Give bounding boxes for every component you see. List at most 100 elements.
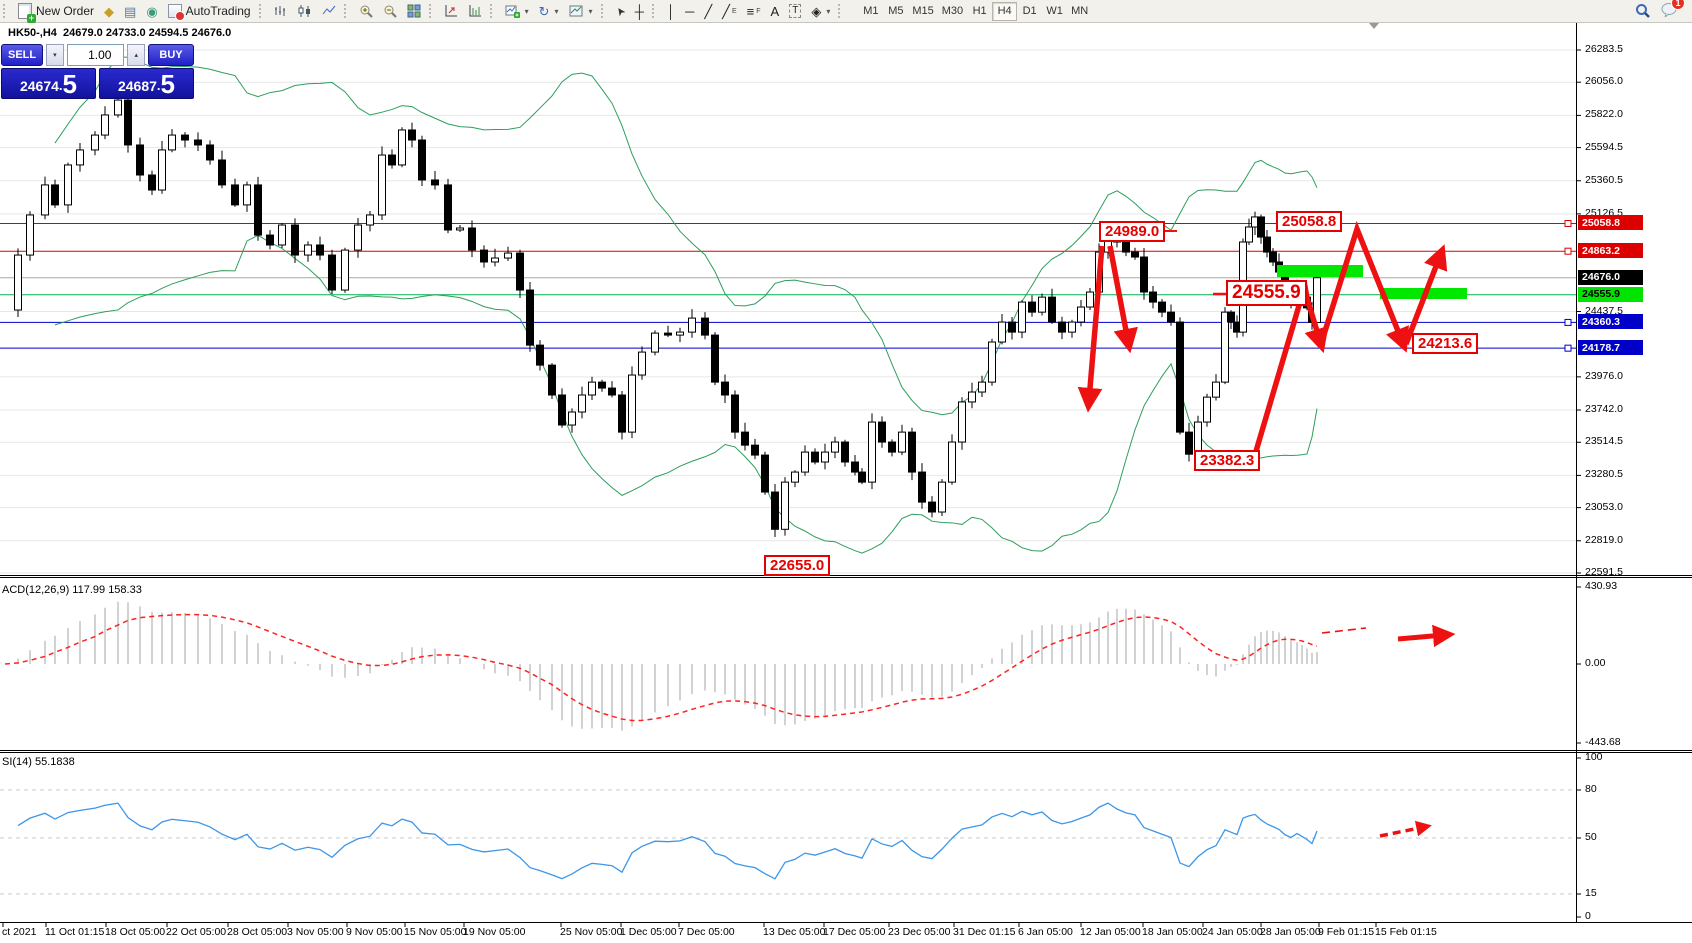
timeframe-m1[interactable]: M1: [858, 2, 883, 21]
new-order-label: New Order: [36, 4, 95, 18]
time-axis-label: ct 2021: [2, 926, 37, 938]
zoom-in-button[interactable]: [354, 1, 378, 21]
auto-arrange-icon: [445, 5, 457, 17]
price-axis-label: 24437.5: [1585, 304, 1623, 317]
new-chart-icon: [505, 5, 520, 18]
price-axis-label: 23742.0: [1585, 403, 1623, 416]
macd-axis-label: -443.68: [1585, 736, 1621, 748]
crosshair-tool-button[interactable]: ┼: [630, 1, 649, 21]
price-annotation: 24989.0: [1099, 221, 1166, 243]
zoom-out-icon: [384, 5, 397, 18]
print-button[interactable]: ▤: [119, 1, 141, 21]
timeframe-h4[interactable]: H4: [992, 1, 1018, 21]
shapes-tool-button[interactable]: ◈ ▾: [806, 1, 835, 21]
time-axis-label: 12 Jan 05:00: [1080, 926, 1141, 938]
symbol-ohlc: HK50-,H4 24679.0 24733.0 24594.5 24676.0: [8, 27, 232, 39]
buy-price-frac: 5: [160, 69, 176, 99]
cursor-icon: ➤: [613, 3, 629, 18]
cursor-tool-button[interactable]: ➤: [611, 1, 630, 21]
autotrading-button[interactable]: AutoTrading: [163, 1, 256, 21]
price-axis-label: 25822.0: [1585, 108, 1623, 121]
profiles-button[interactable]: ↻ ▾: [534, 1, 564, 21]
crosshair-icon: ┼: [634, 3, 644, 19]
channel-sub-label: E: [731, 7, 737, 15]
buy-price[interactable]: 24687. 5: [99, 68, 194, 99]
timeframe-d1[interactable]: D1: [1017, 2, 1042, 21]
bar-chart-button[interactable]: [269, 1, 293, 21]
volume-input[interactable]: [66, 44, 125, 66]
toolbar-grip[interactable]: [838, 4, 844, 18]
time-axis-label: 25 Nov 05:00: [560, 926, 623, 938]
tile-windows-button[interactable]: [402, 1, 426, 21]
channel-tool-button[interactable]: ╱ E: [717, 1, 742, 21]
volume-decrease-button[interactable]: ▾: [46, 44, 64, 66]
toolbar-grip[interactable]: [600, 4, 607, 18]
volume-increase-button[interactable]: ▴: [127, 44, 145, 66]
dropdown-arrow-icon: ▾: [524, 6, 529, 16]
horizontal-line-tool-button[interactable]: ─: [680, 1, 699, 21]
notifications-button[interactable]: 1: [1661, 0, 1685, 20]
price-annotation: 24213.6: [1412, 333, 1479, 355]
sell-price[interactable]: 24674. 5: [1, 68, 96, 99]
fibonacci-tool-button[interactable]: ≡ F: [742, 1, 766, 21]
grid-arrange-button[interactable]: [463, 1, 487, 21]
trendline-icon: ╱: [704, 3, 713, 19]
data-window-icon: ◉: [146, 3, 158, 19]
new-order-button[interactable]: + New Order: [13, 1, 99, 23]
search-icon[interactable]: [1635, 3, 1651, 19]
tile-windows-icon: [407, 4, 421, 18]
auto-arrange-button[interactable]: [439, 1, 463, 21]
price-annotation: 23382.3: [1194, 450, 1261, 472]
cycle-icon: ↻: [538, 3, 550, 19]
print-icon: ▤: [124, 3, 137, 19]
time-axis-label: 7 Dec 05:00: [678, 926, 735, 938]
data-window-button[interactable]: ◉: [141, 1, 162, 21]
buy-price-int: 24687: [117, 78, 157, 94]
time-axis-label: 9 Feb 01:15: [1318, 926, 1375, 938]
toolbar-grip[interactable]: [651, 4, 658, 18]
text-tool-button[interactable]: A: [766, 1, 785, 21]
toolbar-grip[interactable]: [258, 4, 265, 18]
toolbar-grip[interactable]: [3, 4, 9, 18]
time-axis-label: 15 Feb 01:15: [1375, 926, 1437, 938]
time-axis-label: 19 Nov 05:00: [463, 926, 526, 938]
candlestick-chart-button[interactable]: [293, 1, 317, 21]
time-axis-label: 9 Nov 05:00: [346, 926, 403, 938]
chart-style-button[interactable]: ◆: [99, 1, 119, 21]
text-label-tool-button[interactable]: T: [784, 1, 806, 21]
time-axis-label: 1 Dec 05:00: [620, 926, 677, 938]
timeframe-mn[interactable]: MN: [1067, 2, 1092, 21]
toolbar-grip[interactable]: [428, 4, 435, 18]
time-axis-label: 31 Dec 01:15: [953, 926, 1016, 938]
timeframe-group: M1 M5 M15 M30 H1 H4 D1 W1 MN: [858, 1, 1092, 21]
timeframe-w1[interactable]: W1: [1042, 2, 1067, 21]
buy-button[interactable]: BUY: [148, 44, 194, 66]
time-axis-label: 18 Jan 05:00: [1142, 926, 1203, 938]
price-axis-label: 23514.5: [1585, 435, 1623, 448]
price-annotation: 24555.9: [1226, 280, 1307, 306]
candlestick-chart-icon: [298, 5, 310, 17]
timeframe-m5[interactable]: M5: [883, 2, 908, 21]
new-chart-button[interactable]: ▾: [500, 1, 534, 21]
price-axis-label: 23976.0: [1585, 369, 1623, 382]
price-tag: 24178.7: [1578, 340, 1643, 356]
timeframe-h1[interactable]: H1: [967, 2, 992, 21]
trendline-tool-button[interactable]: ╱: [699, 1, 717, 21]
timeframe-m30[interactable]: M30: [938, 2, 967, 21]
templates-button[interactable]: ▾: [564, 1, 598, 21]
toolbar-right: 1: [1635, 0, 1692, 20]
zoom-out-button[interactable]: [378, 1, 402, 21]
timeframe-m15[interactable]: M15: [908, 2, 937, 21]
time-axis-label: 18 Oct 05:00: [105, 926, 166, 938]
sell-price-frac: 5: [62, 69, 78, 99]
sell-button[interactable]: SELL: [1, 44, 44, 66]
toolbar-grip[interactable]: [343, 4, 350, 18]
dropdown-arrow-icon: ▾: [554, 6, 559, 16]
vertical-line-tool-button[interactable]: │: [662, 1, 680, 21]
line-chart-button[interactable]: [317, 1, 341, 21]
time-axis-label: 28 Oct 05:00: [227, 926, 288, 938]
toolbar-grip[interactable]: [489, 4, 496, 18]
